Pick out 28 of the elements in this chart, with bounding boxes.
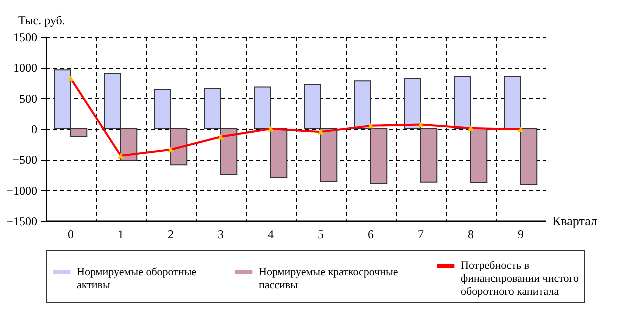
x-axis-title: Квартал bbox=[552, 214, 598, 228]
x-tick-label: 7 bbox=[418, 228, 424, 242]
x-tick-label: 9 bbox=[518, 228, 524, 242]
x-tick-label: 8 bbox=[468, 228, 474, 242]
bar bbox=[520, 128, 538, 186]
legend-label: Нормируемые оборотные активы bbox=[77, 266, 197, 292]
y-tick-label: 500 bbox=[20, 92, 38, 106]
y-tick-label: −1500 bbox=[6, 214, 38, 228]
bar bbox=[254, 86, 272, 130]
y-axis-title: Тыс. руб. bbox=[18, 14, 66, 28]
x-tick-label: 2 bbox=[168, 228, 174, 242]
x-tick-label: 1 bbox=[118, 228, 124, 242]
x-tick-label: 5 bbox=[318, 228, 324, 242]
x-tick-label: 4 bbox=[268, 228, 274, 242]
legend-label: Потребность в финансировании чистого оборотного капитала bbox=[461, 260, 580, 298]
y-tick-label: 1500 bbox=[14, 30, 38, 44]
legend-label: Нормируемые краткосрочные пассивы bbox=[259, 266, 398, 292]
bar bbox=[454, 76, 472, 130]
x-tick-label: 6 bbox=[368, 228, 374, 242]
y-tick-label: −500 bbox=[12, 153, 38, 168]
bar bbox=[270, 128, 288, 178]
bar bbox=[470, 128, 488, 184]
y-tick-label: 1000 bbox=[14, 61, 38, 76]
y-tick-label: 0 bbox=[32, 122, 38, 136]
y-tick-label: −1000 bbox=[6, 184, 38, 198]
x-tick-label: 0 bbox=[68, 228, 74, 242]
x-tick-label: 3 bbox=[218, 228, 224, 242]
bar bbox=[504, 76, 522, 130]
